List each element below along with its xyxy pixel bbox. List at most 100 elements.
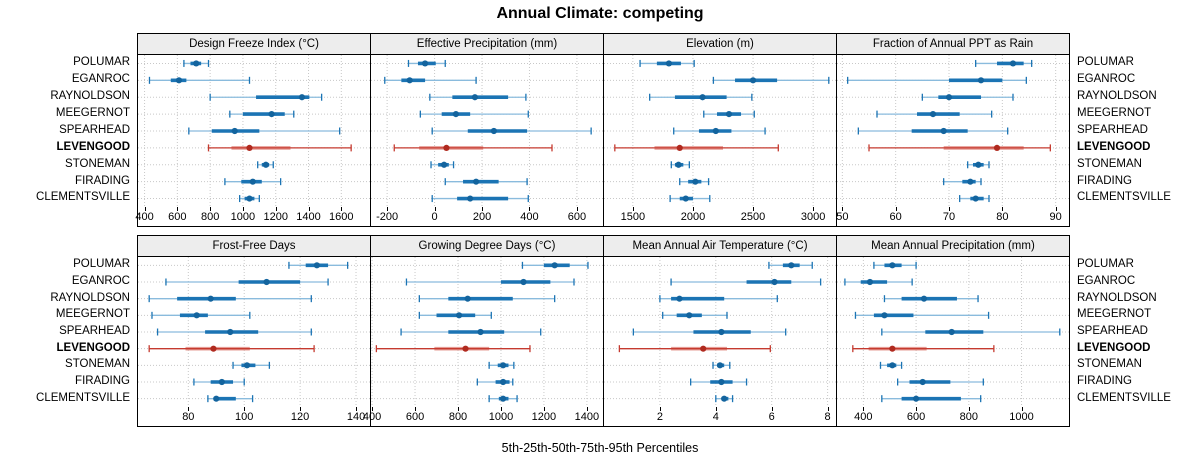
series-raynoldson	[209, 93, 323, 101]
axis-tick-label: 140	[346, 411, 366, 423]
panel-frost-free-days: Frost-Free Days 80 100 120 140	[137, 235, 371, 427]
axis-tick	[500, 407, 502, 411]
axis-tick-label: 8	[824, 411, 831, 423]
series-meegernot	[662, 311, 728, 319]
median-dot	[889, 362, 896, 369]
median-dot	[889, 262, 896, 269]
site-label-raynoldson: RAYNOLDSON	[50, 90, 130, 103]
site-label-raynoldson: RAYNOLDSON	[1077, 291, 1157, 304]
median-dot	[175, 77, 183, 84]
median-dot	[929, 111, 937, 118]
series-clementsville	[715, 395, 734, 403]
site-label-column-left: POLUMAR EGANROC RAYNOLDSON MEEGERNOT SPEARHE…	[0, 235, 137, 406]
axis-tick	[895, 207, 897, 211]
site-label-polumar: POLUMAR	[73, 56, 130, 69]
median-dot	[945, 94, 953, 101]
series-polumar	[639, 59, 695, 67]
median-dot	[551, 262, 558, 269]
site-labels: POLUMAR EGANROC RAYNOLDSON MEEGERNOT SPEARHE…	[0, 256, 137, 406]
axis-tick	[543, 407, 545, 411]
chart-title: Annual Climate: competing	[496, 5, 704, 22]
series-polumar	[768, 261, 813, 269]
series-eganroc	[148, 76, 251, 84]
median-dot	[500, 378, 507, 386]
median-dot	[213, 395, 220, 402]
series-spearhead	[400, 328, 542, 336]
site-label-clementsville: CLEMENTSVILLE	[1077, 391, 1171, 404]
median-dot	[452, 111, 460, 118]
panel-axis-fraction-ppt-as-rain: 50 60 70 80 90	[836, 207, 1069, 226]
series-levengood	[852, 345, 995, 353]
series-firading	[476, 378, 514, 386]
axis-tick-label: 120	[290, 411, 310, 423]
series-levengood	[207, 144, 352, 152]
median-dot	[889, 345, 896, 352]
axis-tick	[827, 407, 829, 411]
axis-tick-label: 1000	[488, 411, 514, 423]
panel-axis-mean-annual-precipitation: 400 600 800 1000	[837, 407, 1069, 426]
site-label-stoneman: STONEMAN	[65, 358, 130, 371]
median-dot	[231, 127, 238, 135]
series-clementsville	[488, 395, 518, 403]
series-levengood	[614, 144, 779, 152]
series-eganroc	[165, 278, 329, 286]
median-dot	[682, 195, 689, 202]
axis-tick	[842, 207, 844, 211]
series-polumar	[521, 261, 589, 269]
median-dot	[716, 362, 724, 369]
median-dot	[977, 77, 985, 84]
axis-tick-label: 4	[712, 411, 719, 423]
median-dot	[771, 278, 778, 286]
median-dot	[262, 161, 269, 168]
panel-header-frost-free-days: Frost-Free Days	[138, 236, 370, 257]
axis-tick	[1002, 207, 1004, 211]
site-labels: POLUMAR EGANROC RAYNOLDSON MEEGERNOT SPEARHE…	[1070, 54, 1200, 206]
axis-tick-label: 50	[836, 211, 849, 223]
median-dot	[227, 328, 234, 336]
axis-tick	[308, 207, 310, 211]
panel-band-top: POLUMAR EGANROC RAYNOLDSON MEEGERNOT SPEARHE…	[0, 33, 1200, 227]
axis-tick	[632, 207, 634, 211]
site-labels: POLUMAR EGANROC RAYNOLDSON MEEGERNOT SPEARHE…	[1070, 256, 1200, 406]
series-eganroc	[405, 278, 575, 286]
axis-tick	[144, 207, 146, 211]
median-dot	[455, 312, 463, 319]
median-dot	[940, 127, 947, 135]
series-meegernot	[419, 110, 529, 118]
median-dot	[477, 328, 484, 336]
site-label-meegernot: MEEGERNOT	[55, 308, 130, 321]
median-dot	[749, 77, 757, 84]
axis-tick-label: 1600	[329, 211, 354, 223]
series-firading	[224, 178, 282, 186]
median-dot	[263, 278, 270, 286]
series-raynoldson	[921, 93, 1014, 101]
panel-plot-growing-degree-days	[371, 257, 603, 407]
axis-tick	[434, 207, 436, 211]
axis-tick-label: 80	[996, 211, 1009, 223]
axis-tick-label: 400	[362, 411, 382, 423]
series-spearhead	[673, 127, 766, 135]
axis-tick-label: 400	[854, 411, 873, 423]
series-raynoldson	[429, 93, 527, 101]
panel-axis-mean-annual-air-temperature: 2 4 6 8	[604, 407, 836, 426]
series-meegernot	[703, 110, 755, 118]
site-label-stoneman: STONEMAN	[65, 157, 130, 170]
axis-tick	[242, 207, 244, 211]
median-dot	[788, 262, 795, 269]
series-firading	[690, 378, 748, 386]
panel-elevation: Elevation (m) 1500 2000 2500 3000	[603, 33, 837, 227]
median-dot	[520, 278, 527, 286]
median-dot	[881, 312, 888, 319]
panel-axis-effective-precipitation: -200 0 200 400 600	[371, 207, 603, 226]
median-dot	[421, 60, 429, 67]
median-dot	[313, 262, 320, 269]
median-dot	[700, 345, 707, 352]
site-label-levengood: LEVENGOOD	[56, 341, 130, 354]
panels-row-bottom: Frost-Free Days 80 100 120 140 Growing Degree…	[137, 235, 1070, 427]
axis-tick	[415, 407, 417, 411]
axis-tick	[210, 207, 212, 211]
axis-tick-label: 2	[656, 411, 663, 423]
median-dot	[500, 395, 507, 402]
series-eganroc	[384, 76, 477, 84]
